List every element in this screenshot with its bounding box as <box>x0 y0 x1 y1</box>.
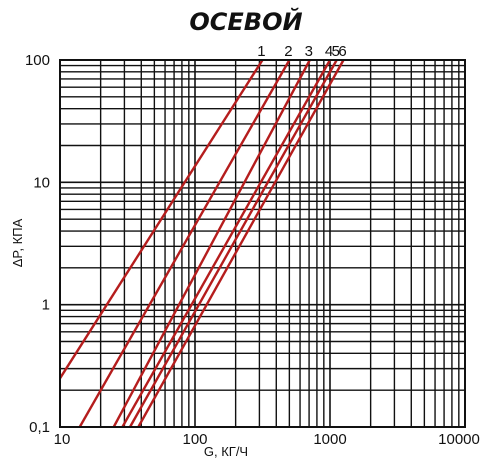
y-tick-label: 10 <box>33 174 50 191</box>
chart-title: ОСЕВОЙ <box>189 7 302 36</box>
series-label-1: 1 <box>257 43 265 60</box>
y-tick-label: 1 <box>42 297 50 314</box>
x-tick-label: 1000 <box>313 431 346 448</box>
series-label-3: 3 <box>305 43 313 60</box>
plot-frame <box>59 59 466 428</box>
series-line-2 <box>78 59 291 428</box>
x-tick-label: 10000 <box>438 431 480 448</box>
y-tick-label: 100 <box>25 52 50 69</box>
series-line-5 <box>128 59 338 428</box>
series-label-6: 6 <box>338 43 346 60</box>
series-line-3 <box>112 59 311 428</box>
x-tick-label: 100 <box>182 431 207 448</box>
series-label-5: 5 <box>332 43 340 60</box>
x-tick-label: 10 <box>54 431 71 448</box>
series-line-1 <box>58 59 264 379</box>
series-label-4: 4 <box>325 43 333 60</box>
plot-series <box>58 59 345 428</box>
series-line-6 <box>137 59 345 428</box>
series-line-4 <box>121 59 332 428</box>
series-label-2: 2 <box>284 43 292 60</box>
x-axis-label: G, КГ/Ч <box>204 444 248 459</box>
y-axis-label: ΔP, КПА <box>10 218 25 267</box>
y-tick-label: 0,1 <box>29 419 50 436</box>
tick-labels: 1 2 3 456 10 100 1000 10000 0,1 1 10 100 <box>25 43 480 448</box>
plot-grid <box>59 60 465 428</box>
